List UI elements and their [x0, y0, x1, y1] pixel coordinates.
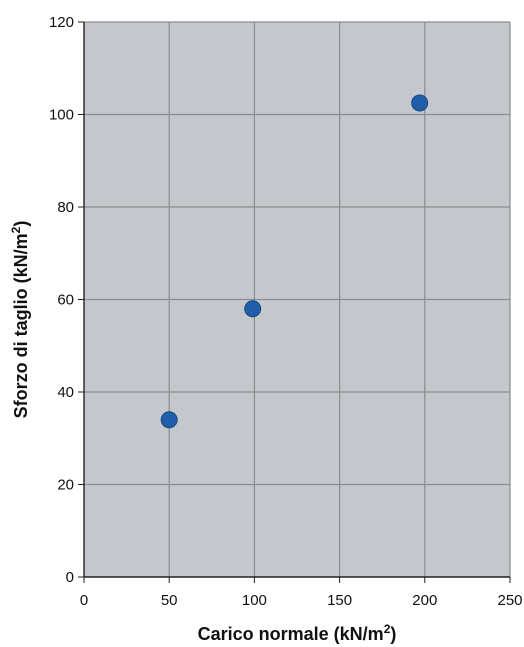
x-tick-label: 50 [161, 592, 178, 609]
x-tick-label: 0 [80, 592, 88, 609]
y-tick-label: 80 [57, 199, 74, 216]
y-axis-title: Sforzo di taglio (kN/m2) [9, 221, 31, 419]
y-tick-label: 0 [66, 569, 74, 586]
grid-lines [84, 21, 511, 577]
axes [78, 21, 511, 583]
data-point [244, 300, 262, 318]
data-points [160, 94, 429, 429]
x-tick-label: 100 [242, 592, 267, 609]
tick-labels: 0 50 100 150 200 250 0 20 40 60 80 100 120 [49, 14, 523, 609]
y-tick-label: 120 [49, 14, 74, 31]
data-point [160, 411, 178, 429]
y-tick-label: 20 [57, 477, 74, 494]
x-axis-title: Carico normale (kN/m2) [198, 622, 397, 644]
x-tick-label: 250 [497, 592, 522, 609]
y-tick-label: 60 [57, 292, 74, 309]
x-tick-label: 150 [327, 592, 352, 609]
y-tick-label: 100 [49, 107, 74, 124]
x-tick-label: 200 [412, 592, 437, 609]
data-point [411, 94, 429, 112]
y-tick-label: 40 [57, 384, 74, 401]
